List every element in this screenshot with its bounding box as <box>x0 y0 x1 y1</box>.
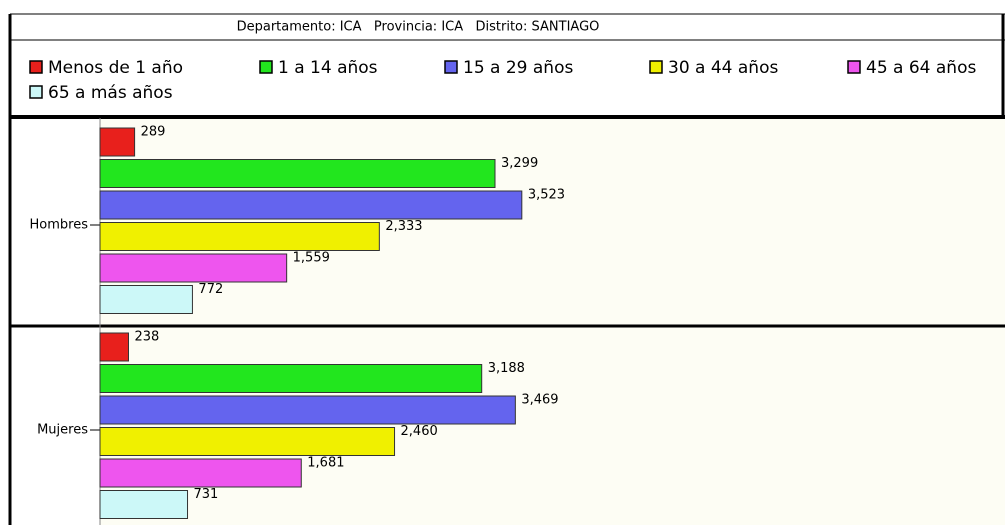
value-label: 238 <box>134 330 159 345</box>
legend-swatch <box>29 60 43 74</box>
legend-label: 45 a 64 años <box>866 58 976 78</box>
bar <box>99 332 129 362</box>
legend-label: 30 a 44 años <box>668 58 778 78</box>
legend-swatch <box>259 60 273 74</box>
legend-label: 15 a 29 años <box>463 58 573 78</box>
value-label: 3,188 <box>488 361 525 376</box>
legend-label: 65 a más años <box>48 83 173 103</box>
value-label: 772 <box>198 282 223 297</box>
legend-swatch <box>847 60 861 74</box>
bar <box>99 427 396 456</box>
bar <box>99 490 189 519</box>
legend-label: Menos de 1 año <box>48 58 183 78</box>
legend-swatch <box>444 60 458 74</box>
bar <box>99 127 136 157</box>
bar <box>99 253 288 283</box>
value-label: 731 <box>194 487 219 502</box>
bar <box>99 222 380 251</box>
bar <box>99 364 483 393</box>
legend-swatch <box>29 85 43 99</box>
value-label: 289 <box>141 125 166 140</box>
legend-swatch <box>649 60 663 74</box>
y-tick-label: Hombres <box>30 218 89 233</box>
value-label: 2,333 <box>385 219 422 234</box>
value-label: 1,681 <box>307 456 344 471</box>
y-tick-label: Mujeres <box>37 423 88 438</box>
value-label: 1,559 <box>293 251 330 266</box>
bar <box>99 159 496 188</box>
bar <box>99 395 516 425</box>
chart-title: Departamento: ICA Provincia: ICA Distrit… <box>237 20 600 35</box>
bar <box>99 285 193 314</box>
value-label: 3,299 <box>501 156 538 171</box>
bar <box>99 190 523 220</box>
value-label: 2,460 <box>401 424 438 439</box>
legend-label: 1 a 14 años <box>278 58 378 78</box>
value-label: 3,469 <box>521 393 558 408</box>
value-label: 3,523 <box>528 188 565 203</box>
bar <box>99 458 302 488</box>
